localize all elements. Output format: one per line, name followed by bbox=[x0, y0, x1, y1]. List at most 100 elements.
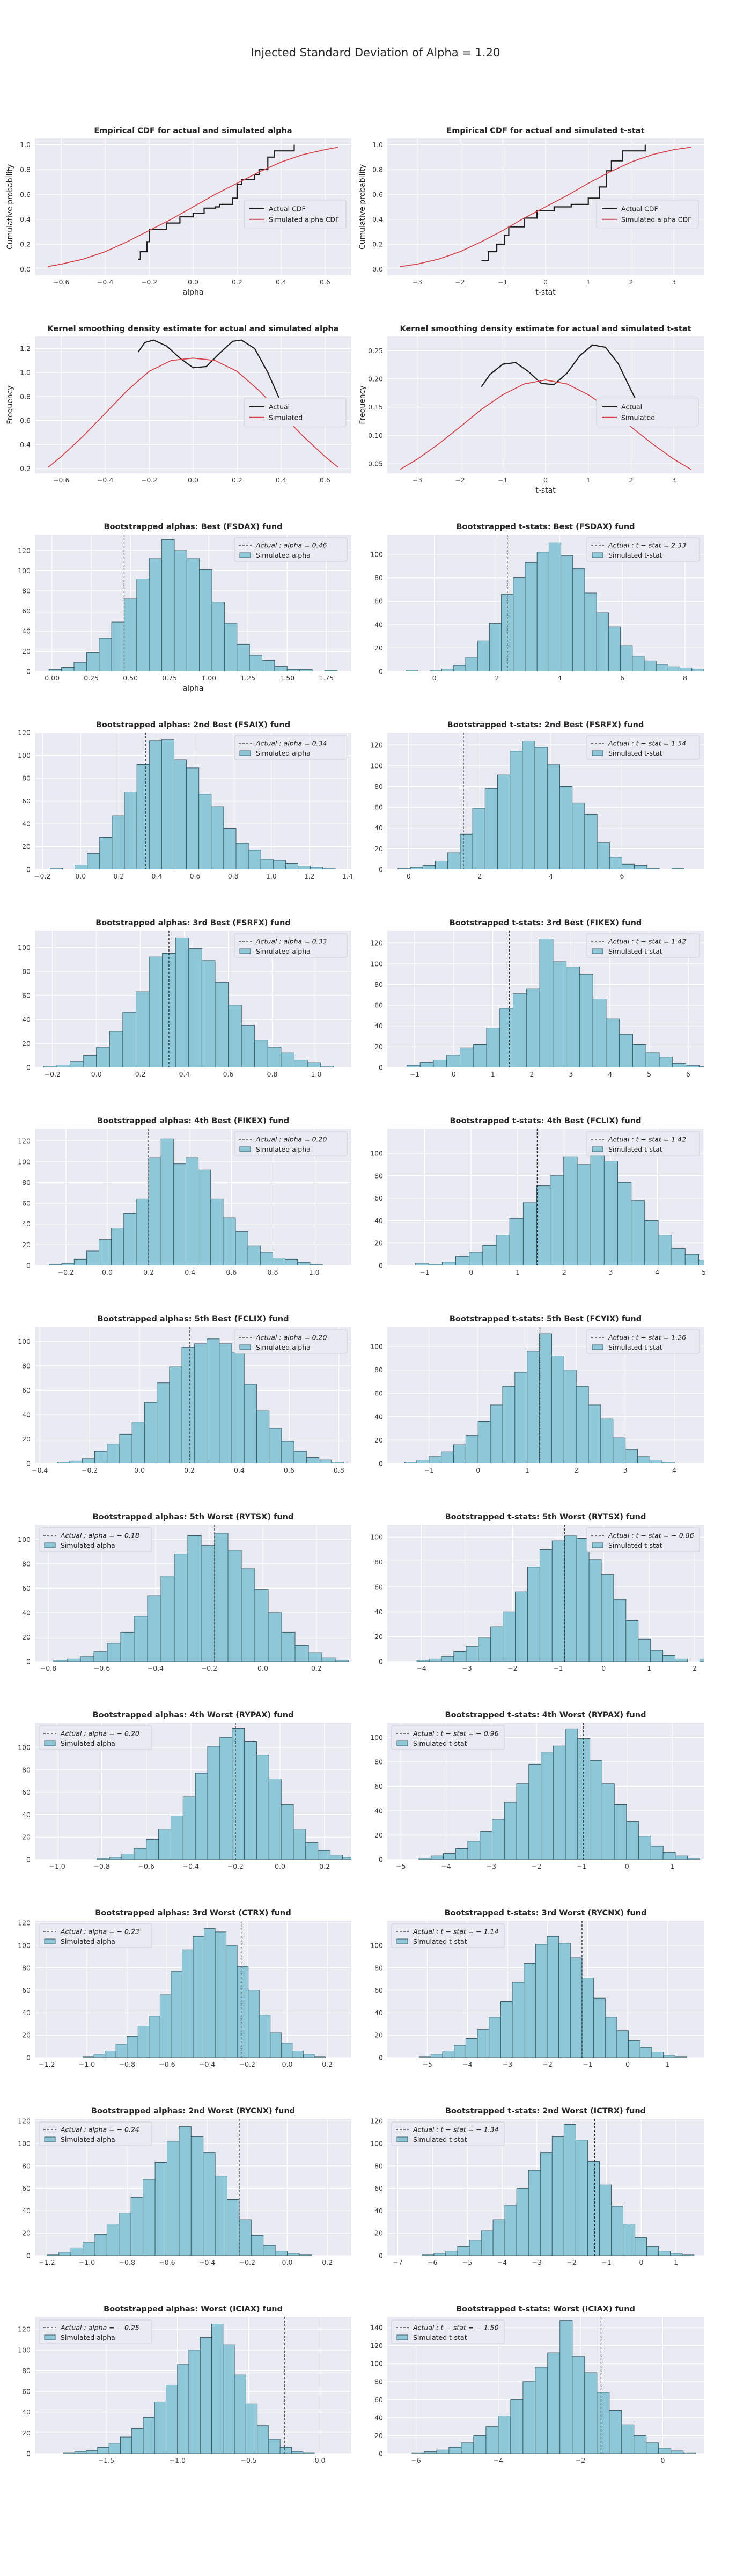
histogram-bar bbox=[86, 1250, 99, 1265]
y-tick-label: 0.6 bbox=[20, 191, 31, 199]
histogram-bar bbox=[87, 853, 100, 869]
y-tick-label: 60 bbox=[374, 1782, 383, 1790]
chart-boot-alpha-4: Bootstrapped alphas: 4th Best (FIKEX) fu… bbox=[2, 1113, 356, 1276]
x-tick-label: 0.4 bbox=[152, 872, 163, 880]
y-tick-label: 60 bbox=[374, 2184, 383, 2192]
chart-title: Bootstrapped alphas: 2nd Best (FSAIX) fu… bbox=[96, 721, 290, 729]
histogram-bar bbox=[634, 2435, 647, 2454]
histogram-bar bbox=[564, 1535, 577, 1662]
histogram-bar bbox=[726, 1264, 739, 1265]
chart-boot-tstat-3: Bootstrapped t-stats: 3rd Best (FIKEX) f… bbox=[354, 914, 708, 1078]
histogram-bar bbox=[576, 1538, 590, 1662]
histogram-bar bbox=[622, 863, 635, 869]
histogram-bar bbox=[147, 1595, 161, 1662]
histogram-bar bbox=[223, 1217, 236, 1265]
legend-swatch bbox=[239, 948, 251, 954]
histogram-bar bbox=[281, 1441, 294, 1463]
histogram-bar bbox=[308, 1652, 322, 1662]
histogram-bar bbox=[67, 1658, 81, 1662]
histogram-bar bbox=[247, 1245, 261, 1265]
histogram-bar bbox=[441, 1262, 457, 1265]
histogram-bar bbox=[226, 1945, 238, 2058]
histogram-bar bbox=[455, 1848, 468, 1860]
histogram-bar bbox=[124, 598, 137, 671]
y-tick-label: 120 bbox=[370, 2117, 383, 2125]
y-tick-label: 60 bbox=[22, 1386, 31, 1394]
chart-svg: Bootstrapped alphas: 3rd Best (FSRFX) fu… bbox=[18, 919, 351, 1078]
y-tick-label: 1.0 bbox=[20, 141, 31, 149]
histogram-bar bbox=[259, 2015, 271, 2058]
y-tick-label: 0.8 bbox=[20, 392, 31, 400]
histogram-bar bbox=[428, 1264, 443, 1265]
histogram-bar bbox=[124, 792, 137, 869]
plot-marks bbox=[83, 1921, 326, 2058]
x-tick-label: 0.8 bbox=[268, 1268, 278, 1276]
histogram-bar bbox=[73, 1258, 87, 1265]
histogram-bar bbox=[73, 662, 87, 671]
y-tick-label: 60 bbox=[22, 1986, 31, 1994]
x-tick-label: 6 bbox=[620, 872, 624, 880]
chart-title: Bootstrapped t-stats: 3rd Best (FIKEX) f… bbox=[450, 919, 642, 927]
histogram-bar bbox=[547, 764, 560, 869]
histogram-bar bbox=[214, 1533, 229, 1662]
chart-title: Bootstrapped t-stats: Best (FSDAX) fund bbox=[456, 523, 635, 531]
histogram-bar bbox=[584, 592, 597, 671]
series-line-1 bbox=[137, 339, 295, 427]
y-tick-label: 0 bbox=[26, 2450, 31, 2458]
histogram-bar bbox=[43, 1066, 57, 1067]
histogram-bar bbox=[137, 2026, 150, 2058]
histogram-bar bbox=[536, 1185, 551, 1265]
y-tick-label: 60 bbox=[374, 1583, 383, 1591]
histogram-bar bbox=[536, 552, 549, 671]
y-tick-label: 100 bbox=[18, 567, 31, 575]
chart-title: Bootstrapped alphas: 5th Best (FCLIX) fu… bbox=[97, 1315, 289, 1323]
histogram-bar bbox=[294, 1060, 308, 1067]
y-tick-label: 0 bbox=[26, 1658, 31, 1666]
x-tick-label: −1 bbox=[419, 1268, 429, 1276]
y-tick-label: 20 bbox=[22, 1040, 31, 1048]
histogram-bar bbox=[48, 669, 62, 671]
histogram-bar bbox=[232, 1728, 245, 1860]
histogram-bar bbox=[453, 665, 466, 671]
histogram-bar bbox=[174, 1554, 188, 1662]
histogram-bar bbox=[281, 1631, 296, 1662]
histogram-bar bbox=[513, 993, 527, 1067]
histogram-bar bbox=[469, 1252, 483, 1265]
legend-box bbox=[234, 1329, 348, 1354]
histogram-bar bbox=[121, 1854, 135, 1860]
histogram-bar bbox=[528, 2170, 541, 2256]
histogram-bar bbox=[99, 638, 112, 671]
legend-box bbox=[234, 933, 348, 958]
plot-marks bbox=[53, 1525, 349, 1662]
legend-swatch bbox=[592, 1542, 603, 1548]
y-tick-label: 20 bbox=[374, 1043, 383, 1051]
legend-swatch bbox=[44, 1542, 56, 1548]
y-tick-label: 0 bbox=[379, 1262, 383, 1270]
chart-svg: Bootstrapped alphas: 4th Worst (RYPAX) f… bbox=[18, 1711, 351, 1870]
x-tick-label: 0.0 bbox=[102, 1268, 113, 1276]
histogram-bar bbox=[522, 2381, 536, 2454]
histogram-bar bbox=[106, 2224, 120, 2256]
x-tick-label: −0.6 bbox=[94, 1664, 110, 1672]
y-tick-label: 0.2 bbox=[20, 465, 31, 473]
plot-marks bbox=[49, 1129, 323, 1265]
x-tick-label: 0.4 bbox=[179, 1070, 190, 1078]
histogram-bar bbox=[675, 1855, 688, 1860]
x-tick-label: 2 bbox=[495, 674, 499, 682]
histogram-bar bbox=[136, 579, 150, 671]
histogram-bar bbox=[219, 1737, 233, 1860]
chart-svg: Bootstrapped t-stats: Worst (ICIAX) fund… bbox=[370, 2305, 704, 2464]
legend-box bbox=[39, 2121, 152, 2146]
x-tick-label: 0.6 bbox=[320, 476, 330, 484]
histogram-bar bbox=[453, 1651, 467, 1662]
histogram-bar bbox=[201, 1545, 215, 1662]
histogram-bar bbox=[712, 1263, 726, 1265]
histogram-bar bbox=[273, 860, 286, 869]
y-tick-label: 100 bbox=[18, 1941, 31, 1949]
histogram-bar bbox=[584, 814, 598, 869]
histogram-bar bbox=[527, 1351, 540, 1463]
x-tick-label: 0 bbox=[543, 476, 548, 484]
histogram-bar bbox=[268, 1779, 282, 1860]
y-tick-label: 80 bbox=[374, 2162, 383, 2170]
histogram-bar bbox=[83, 2056, 94, 2058]
